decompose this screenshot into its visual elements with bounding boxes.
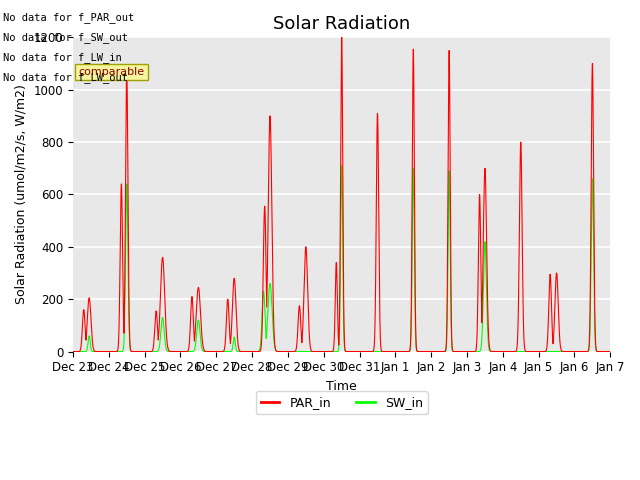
Text: No data for f_PAR_out: No data for f_PAR_out xyxy=(3,12,134,23)
Y-axis label: Solar Radiation (umol/m2/s, W/m2): Solar Radiation (umol/m2/s, W/m2) xyxy=(15,84,28,304)
Text: No data for f_SW_out: No data for f_SW_out xyxy=(3,32,128,43)
Legend: PAR_in, SW_in: PAR_in, SW_in xyxy=(255,391,428,414)
Text: No data for f_LW_out: No data for f_LW_out xyxy=(3,72,128,84)
X-axis label: Time: Time xyxy=(326,380,357,393)
Text: comparable: comparable xyxy=(79,67,145,77)
Text: No data for f_LW_in: No data for f_LW_in xyxy=(3,52,122,63)
Title: Solar Radiation: Solar Radiation xyxy=(273,15,410,33)
